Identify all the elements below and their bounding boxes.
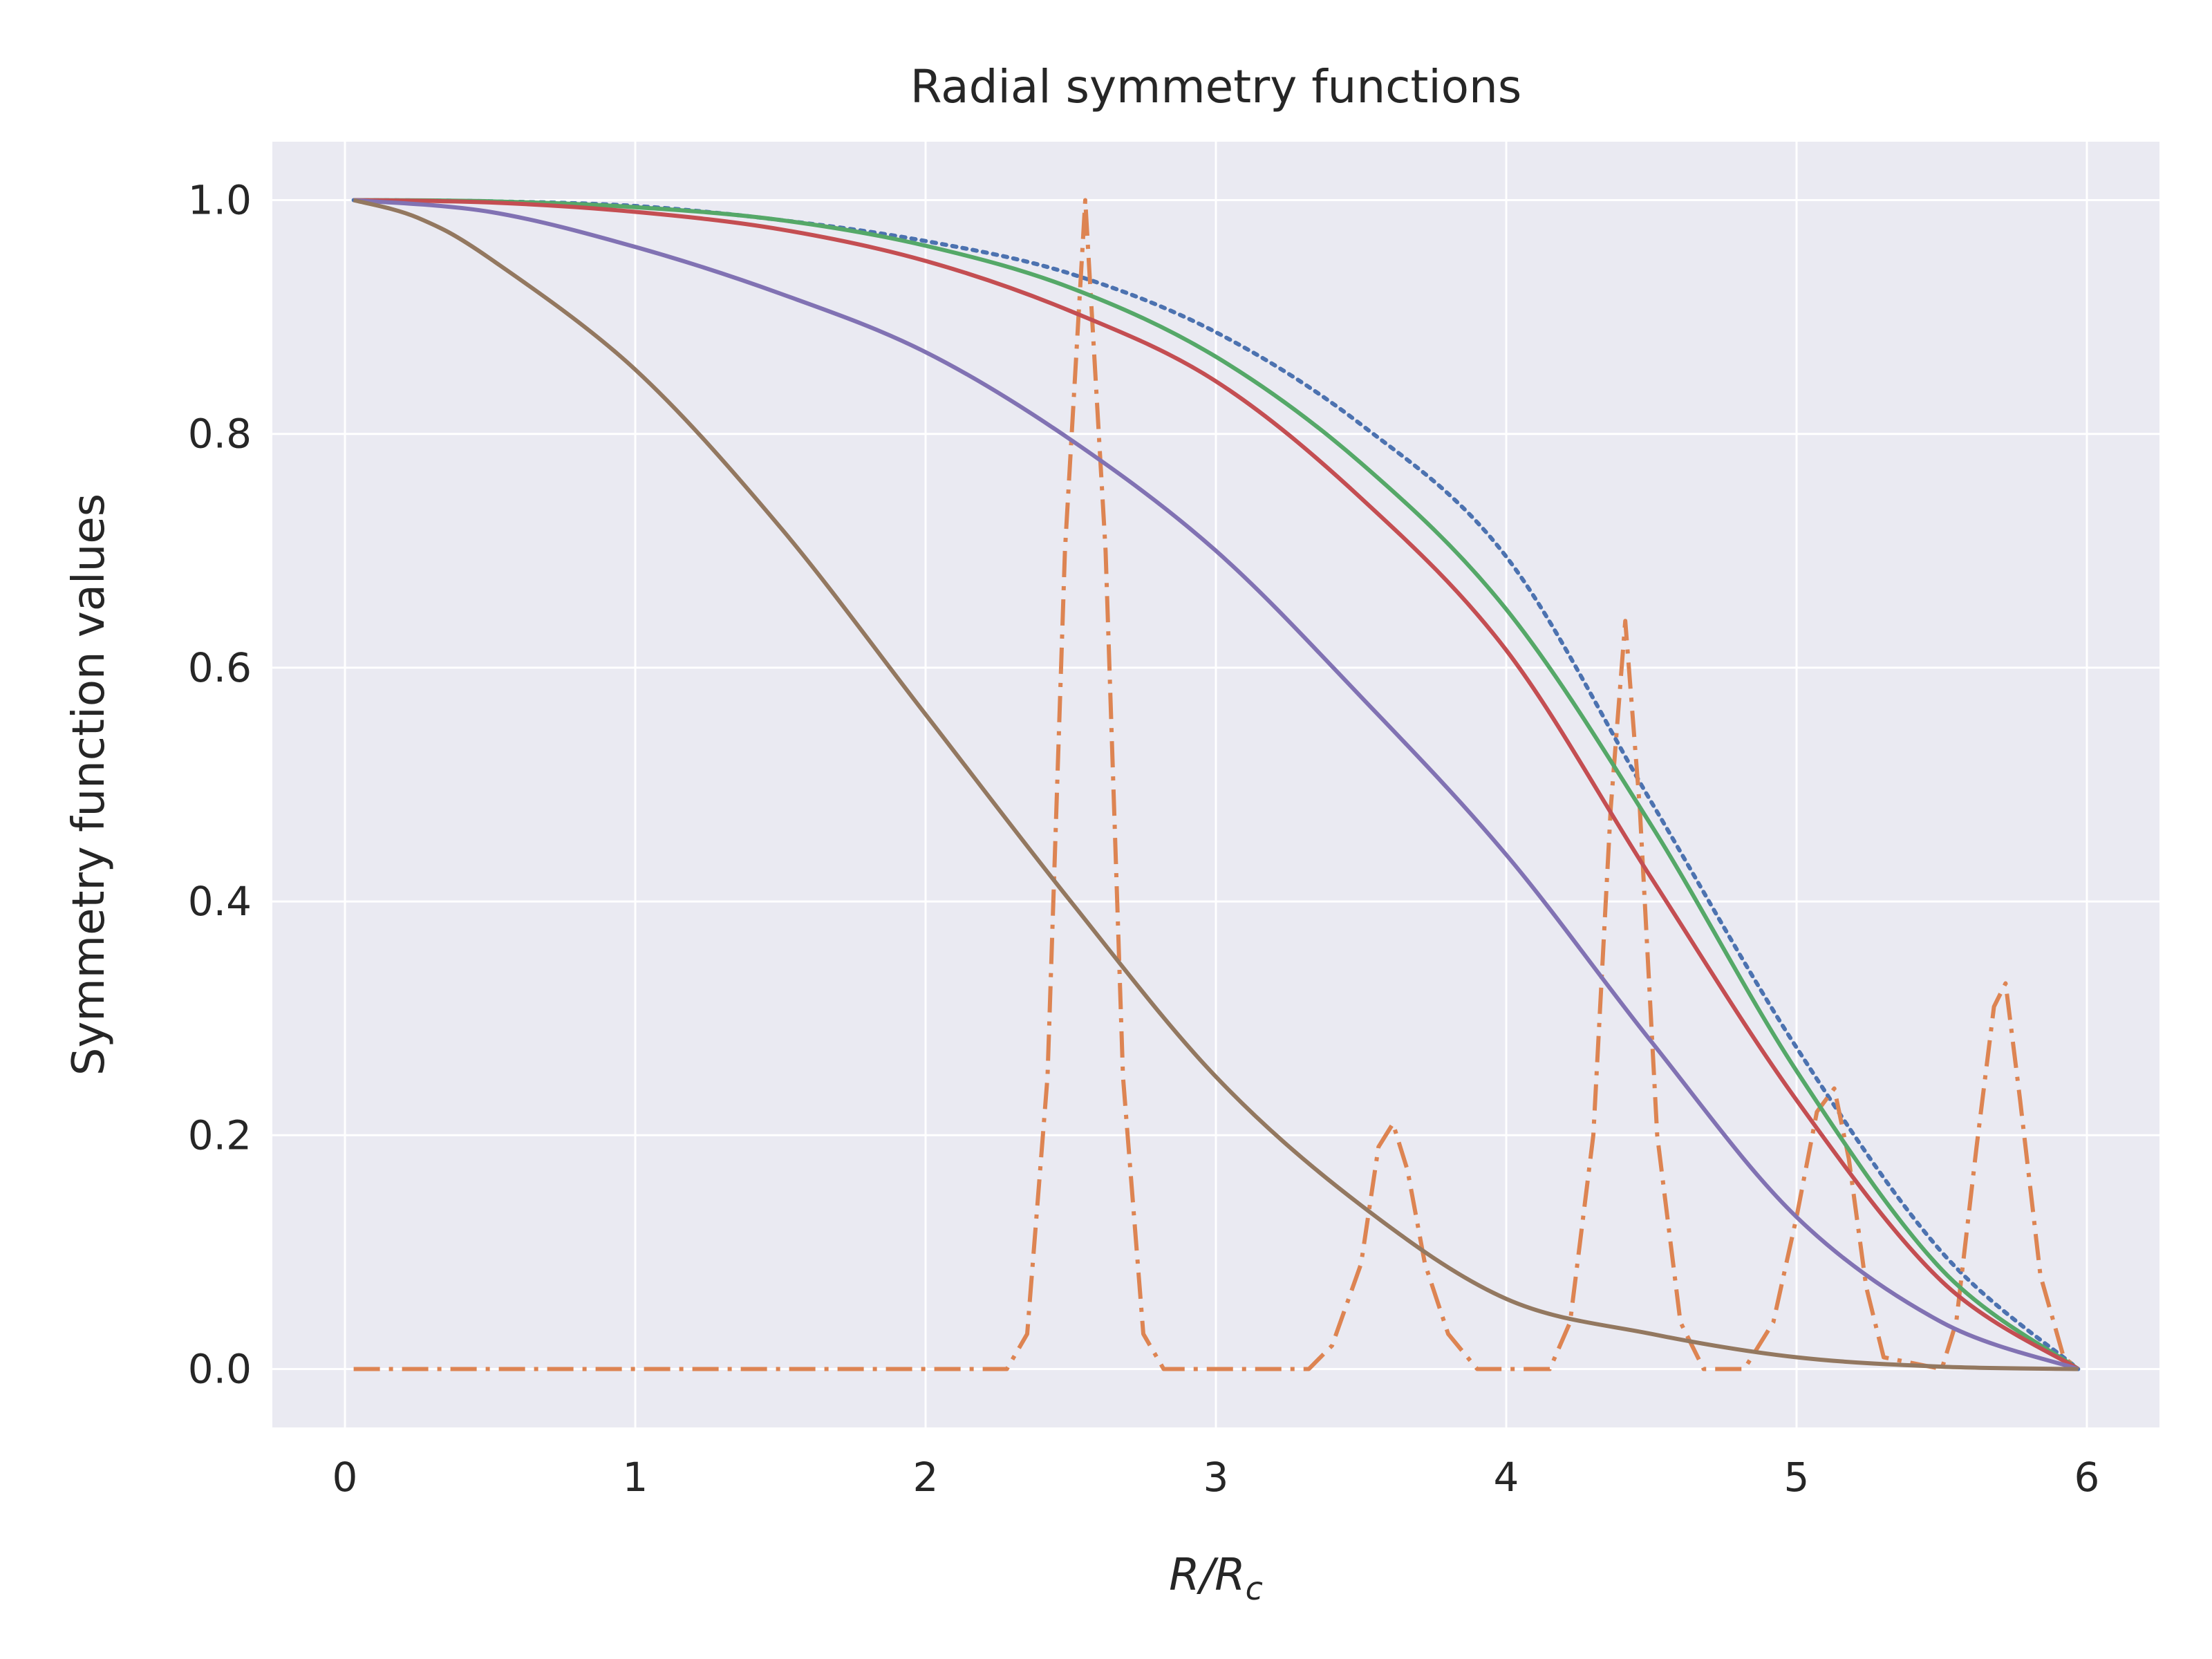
y-tick-label: 0.4 bbox=[188, 878, 252, 925]
x-tick-label: 4 bbox=[1494, 1454, 1519, 1501]
series-group bbox=[351, 198, 2081, 1371]
x-axis-label: R/Rc bbox=[1169, 1550, 1263, 1607]
y-tick-label: 0.2 bbox=[188, 1112, 252, 1159]
y-axis-label: Symmetry function values bbox=[64, 494, 115, 1076]
series-line-brown bbox=[353, 198, 2079, 1371]
x-tick-label: 0 bbox=[332, 1454, 358, 1501]
y-tick-label: 0.8 bbox=[188, 411, 252, 458]
y-tick-label: 1.0 bbox=[188, 177, 252, 224]
y-tick-label: 0.0 bbox=[188, 1345, 252, 1392]
x-tick-label: 3 bbox=[1203, 1454, 1229, 1501]
x-tick-label: 5 bbox=[1784, 1454, 1810, 1501]
series-line-purple bbox=[353, 198, 2079, 1371]
x-tick-label: 6 bbox=[2074, 1454, 2100, 1501]
chart-title: Radial symmetry functions bbox=[910, 60, 1522, 113]
y-tick-label: 0.6 bbox=[188, 644, 252, 691]
x-axis-label-main: R/R bbox=[1169, 1550, 1246, 1601]
x-tick-label: 1 bbox=[623, 1454, 648, 1501]
series-line-orange bbox=[353, 198, 2080, 1371]
x-tick-label: 2 bbox=[913, 1454, 939, 1501]
series-line-green bbox=[353, 198, 2080, 1371]
x-axis-label-subscript: c bbox=[1246, 1570, 1263, 1607]
tick-labels: 0 1 2 3 4 5 6 0.0 0.2 0.4 0.6 0.8 1.0 bbox=[188, 177, 2100, 1501]
series-line-red bbox=[353, 198, 2080, 1371]
